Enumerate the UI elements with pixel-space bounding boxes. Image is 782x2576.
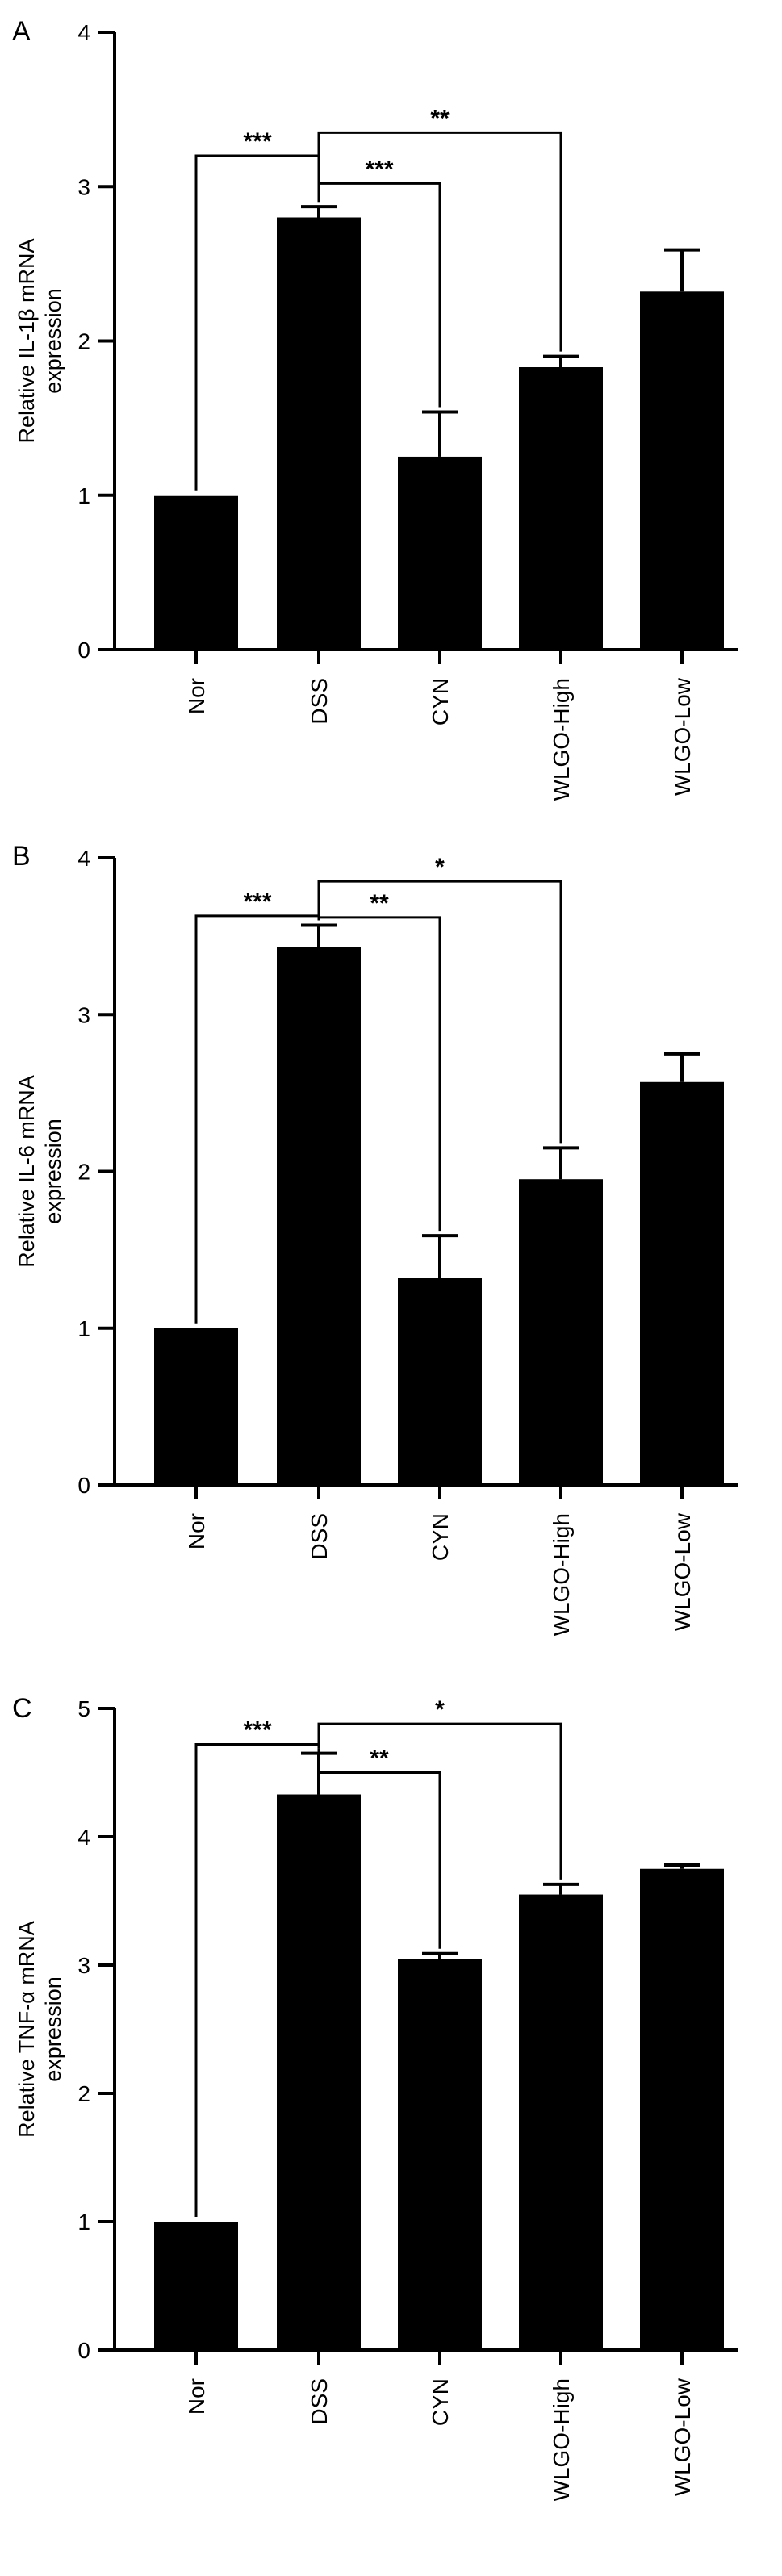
- y-tick-label: 4: [77, 846, 90, 871]
- bar: [398, 456, 482, 650]
- bar: [519, 367, 603, 650]
- significance-bracket: [317, 1748, 441, 1949]
- x-tick-label: WLGO-Low: [670, 1512, 695, 1631]
- significance-label: ***: [365, 156, 393, 182]
- x-tick-label: WLGO-Low: [670, 2377, 695, 2496]
- bar: [519, 1894, 603, 2350]
- y-axis-title-line-2: expression: [41, 288, 65, 394]
- bar: [398, 1278, 482, 1485]
- y-tick-label: 4: [77, 20, 90, 45]
- y-axis-title-line-1: Relative TNF-α mRNA: [15, 1921, 39, 2138]
- bar: [277, 947, 361, 1485]
- panel-label: A: [12, 16, 31, 47]
- x-tick-label: WLGO-High: [549, 2378, 574, 2501]
- y-axis-title-line-2: expression: [41, 1976, 65, 2082]
- y-tick-label: 0: [77, 2338, 90, 2363]
- bar: [398, 1959, 482, 2350]
- y-tick-label: 0: [77, 1473, 90, 1498]
- bar: [519, 1179, 603, 1485]
- y-tick-label: 2: [77, 2081, 90, 2106]
- x-tick-label: CYN: [428, 2378, 453, 2426]
- significance-label: **: [370, 1746, 389, 1772]
- significance-bracket: [317, 880, 562, 1144]
- y-axis-title-line-2: expression: [41, 1119, 65, 1224]
- significance-label: ***: [243, 889, 271, 915]
- x-tick-label: WLGO-High: [549, 1513, 574, 1636]
- y-tick-label: 4: [77, 1825, 90, 1850]
- y-tick-label: 0: [77, 638, 90, 663]
- panel-b: B 0 1 2 3 4 Relative IL-6 mRNA expression Nor DSS…: [12, 841, 738, 1636]
- x-tick-label: DSS: [307, 678, 332, 725]
- significance-label: **: [370, 890, 389, 917]
- x-tick-label: DSS: [307, 1513, 332, 1560]
- y-axis-title-line-1: Relative IL-6 mRNA: [15, 1075, 39, 1268]
- bar: [640, 1081, 724, 1485]
- x-tick-label: Nor: [184, 678, 209, 714]
- panel-a: A 0 1 2 3 4 Relative IL-1β mRNA expression Nor DS…: [12, 16, 738, 801]
- bar: [277, 217, 361, 650]
- y-tick-label: 5: [77, 1696, 90, 1721]
- y-axis-title: Relative TNF-α mRNA expression: [15, 1921, 65, 2138]
- significance-label: *: [435, 854, 445, 880]
- significance-bracket: [317, 131, 562, 352]
- y-axis-title: Relative IL-1β mRNA expression: [15, 238, 65, 443]
- y-tick-label: 2: [77, 329, 90, 354]
- bar: [640, 291, 724, 650]
- significance-label: ***: [243, 1717, 271, 1744]
- bar: [640, 1868, 724, 2350]
- significance-label: **: [430, 105, 450, 132]
- x-tick-label: Nor: [184, 1513, 209, 1549]
- y-tick-label: 1: [77, 483, 90, 508]
- bar: [154, 495, 238, 650]
- panel-c: C 0 1 2 3 4 5 Relative TNF-α mRNA expression Nor D…: [12, 1693, 738, 2501]
- significance-bracket: [317, 1722, 562, 1880]
- bar: [154, 1328, 238, 1485]
- bar: [154, 2222, 238, 2350]
- x-tick-label: CYN: [428, 678, 453, 726]
- significance-label: ***: [243, 128, 271, 155]
- y-axis-title-line-1: Relative IL-1β mRNA: [15, 238, 39, 443]
- x-tick-label: WLGO-High: [549, 678, 574, 801]
- y-axis-title: Relative IL-6 mRNA expression: [15, 1075, 65, 1268]
- y-tick-label: 2: [77, 1160, 90, 1185]
- x-tick-label: CYN: [428, 1513, 453, 1561]
- x-tick-label: Nor: [184, 2378, 209, 2415]
- y-tick-label: 1: [77, 2210, 90, 2235]
- y-tick-label: 3: [77, 1953, 90, 1978]
- significance-label: *: [435, 1696, 445, 1723]
- y-tick-label: 3: [77, 1002, 90, 1027]
- bar: [277, 1794, 361, 2350]
- panel-label: B: [12, 841, 31, 872]
- y-tick-label: 3: [77, 174, 90, 199]
- x-tick-label: DSS: [307, 2378, 332, 2425]
- y-tick-label: 1: [77, 1316, 90, 1341]
- panel-label: C: [12, 1693, 32, 1724]
- x-tick-label: WLGO-Low: [670, 677, 695, 796]
